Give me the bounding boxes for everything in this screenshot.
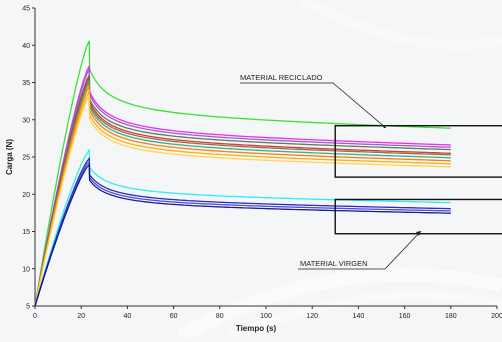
x-tick-label: 100 <box>260 313 272 320</box>
annotation-arrowhead-1 <box>416 231 421 236</box>
series-line-reciclado-8 <box>34 88 451 307</box>
y-tick-label: 20 <box>22 192 30 199</box>
y-tick-label: 15 <box>22 229 30 236</box>
annotation-box-1 <box>334 198 502 235</box>
series-line-reciclado-6 <box>34 80 451 307</box>
y-axis-title: Carga (N) <box>5 139 14 175</box>
x-tick-label: 120 <box>306 313 318 320</box>
annotation-box-0 <box>334 125 502 178</box>
series-line-reciclado-9 <box>34 93 451 307</box>
background-swoosh <box>176 268 502 342</box>
x-tick-label: 160 <box>399 313 411 320</box>
x-tick-label: 80 <box>216 313 224 320</box>
x-tick-label: 60 <box>170 313 178 320</box>
x-tick-label: 140 <box>353 313 365 320</box>
series-line-reciclado-4 <box>34 76 451 307</box>
background-swoosh <box>297 0 502 50</box>
series-line-virgen-13 <box>34 162 451 307</box>
annotation-arrowhead-0 <box>381 124 386 128</box>
series-line-virgen-12 <box>34 159 451 307</box>
y-tick-label: 35 <box>22 80 30 87</box>
series-line-reciclado-7 <box>34 83 451 307</box>
x-tick-label: 40 <box>124 313 132 320</box>
y-tick-label: 5 <box>26 304 30 311</box>
y-tick-label: 40 <box>22 43 30 50</box>
x-tick-label: 20 <box>77 313 85 320</box>
background-swoosh <box>228 290 502 342</box>
series-line-virgen-10 <box>34 148 451 307</box>
series-line-virgen-11 <box>34 156 451 307</box>
y-tick-label: 10 <box>22 266 30 273</box>
y-tick-label: 45 <box>22 6 30 13</box>
y-tick-label: 30 <box>22 117 30 124</box>
annotation-leader-0 <box>332 82 387 129</box>
series-line-reciclado-0 <box>34 40 451 307</box>
y-tick-label: 25 <box>22 155 30 162</box>
x-tick-label: 200 <box>491 313 502 320</box>
x-tick-label: 0 <box>33 313 37 320</box>
annotation-leader-1 <box>384 230 422 270</box>
x-tick-label: 180 <box>445 313 457 320</box>
annotation-label-0: MATERIAL RECICLADO <box>240 73 323 82</box>
annotation-label-1: MATERIAL VIRGEN <box>300 259 368 268</box>
series-line-reciclado-2 <box>34 68 451 307</box>
series-line-reciclado-1 <box>34 65 451 307</box>
x-axis-title: Tiempo (s) <box>236 324 277 333</box>
